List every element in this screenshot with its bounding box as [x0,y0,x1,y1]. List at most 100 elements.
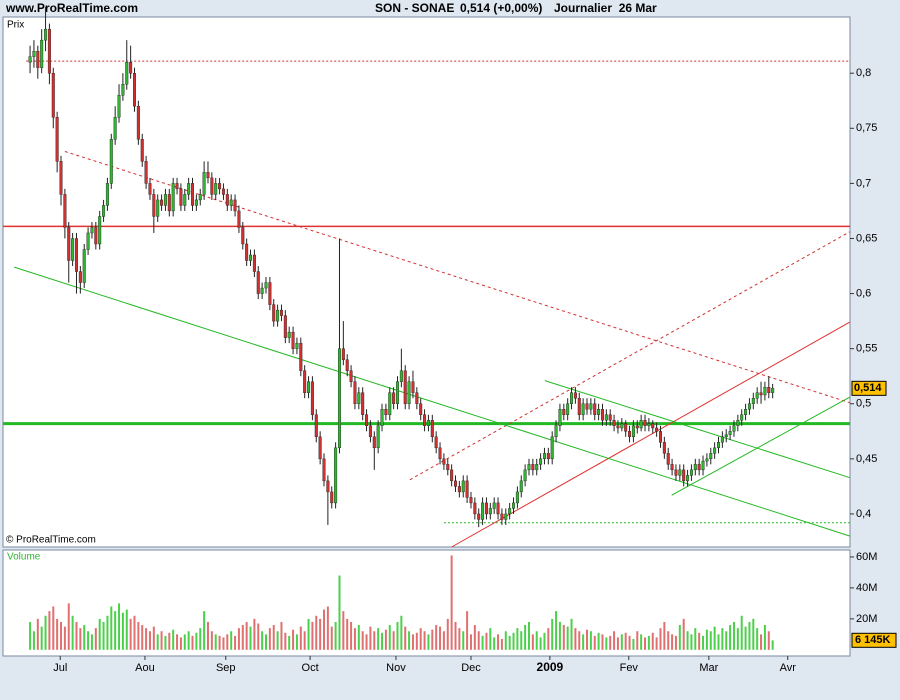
candle-body [457,486,461,493]
candle-body [651,423,655,429]
candle-body [600,409,604,421]
volume-bar [206,621,209,650]
last-volume-label: 6 145K [855,634,891,646]
candle-body [156,199,160,217]
candle-body [639,420,643,429]
volume-bar [644,637,647,650]
volume-bar [319,618,322,650]
candle-body [477,513,481,520]
candle-body [759,392,763,396]
y-tick-label: 0,4 [856,508,871,520]
volume-bar [203,611,206,650]
volume-bar [469,634,472,650]
volume-bar [83,625,86,650]
volume-bar [71,615,74,650]
candle-body [392,392,396,404]
candle-body [589,403,593,410]
site: www.ProRealTime.com [5,1,138,15]
volume-bar [179,637,182,650]
volume-bar [125,609,128,650]
candle-body [318,436,322,460]
volume-bar [388,625,391,650]
volume-label: Volume [7,552,41,563]
volume-bar [659,628,662,650]
volume-bar [338,575,341,650]
candle-body [349,370,353,382]
candle-body [229,199,233,206]
volume-bar [489,628,492,650]
volume-bar [90,634,93,650]
candle-body [434,436,438,449]
volume-bar [330,626,333,650]
candle-body [612,420,616,426]
volume-bar [257,623,260,650]
volume-bar [323,609,326,650]
candle-body [597,409,601,415]
volume-bar [481,635,484,650]
candle-body [102,205,106,217]
candle-body [67,227,71,261]
volume-bar [574,628,577,650]
candle-body [535,464,539,471]
volume-bar [531,634,534,650]
candle-body [484,502,488,515]
candle-body [628,431,632,438]
candle-body [643,420,647,426]
candle-body [747,403,751,410]
candle-body [206,172,210,179]
candle-body [136,106,140,140]
volume-bar [636,631,639,650]
volume-bar [647,635,650,650]
price-panel [2,16,851,548]
candle-body [380,409,384,426]
candle-body [183,194,187,206]
candle-body [171,183,175,212]
candle-body [469,497,473,504]
volume-bar [98,618,101,650]
volume-bar [698,632,701,650]
candle-body [341,348,345,360]
volume-bar [562,625,565,650]
candle-body [566,403,570,415]
volume-bar [497,634,500,650]
volume-bar [589,631,592,650]
candle-body [577,398,581,415]
volume-bar [218,635,221,650]
volume-bar [118,603,121,650]
volume-bar [446,618,449,650]
volume-bar [334,621,337,650]
volume-bar [268,628,271,650]
volume-bar [450,555,453,650]
candle-body [554,425,558,438]
volume-bar [295,634,298,650]
x-tick-label: Dec [461,662,481,674]
candle-body [450,469,454,482]
candle-body [264,282,268,289]
candle-body [709,453,713,460]
volume-bar [593,635,596,650]
candle-body [40,39,44,68]
candle-body [697,464,701,471]
candle-body [728,431,732,435]
volume-bar [678,625,681,650]
y-tick-label: 0,8 [856,67,871,79]
volume-bar [729,625,732,650]
candle-body [287,331,291,338]
candle-body [686,475,690,482]
volume-bar [106,615,109,650]
candle-body [515,491,519,504]
x-tick-label: Sep [216,662,236,674]
candle-body [550,436,554,460]
trend-line [671,396,850,496]
trend-line [544,380,850,479]
volume-bar [222,637,225,650]
volume-bar [152,626,155,650]
volume-bar [555,611,558,650]
candle-body [581,403,585,415]
volume-bar [67,603,70,650]
candle-body [620,423,624,429]
candle-body [678,469,682,476]
candle-body [705,458,709,462]
x-tick-label: Mar [699,662,718,674]
symbol: SON - SONAE [375,1,454,15]
